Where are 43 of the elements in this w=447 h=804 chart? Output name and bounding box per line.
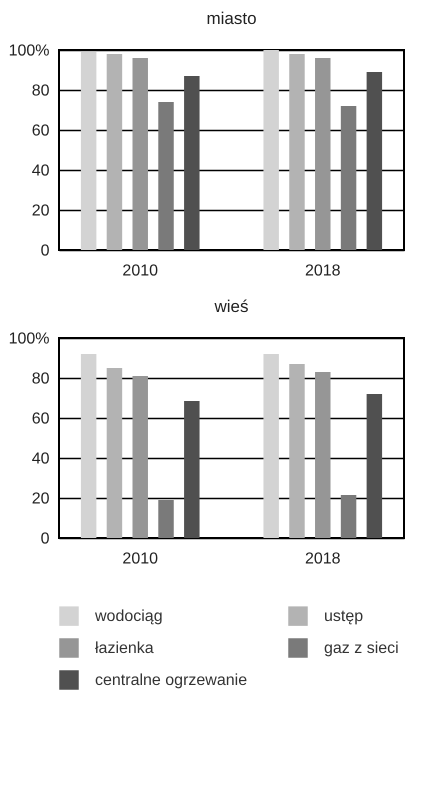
bar xyxy=(132,376,148,538)
legend-label: gaz z sieci xyxy=(324,640,399,657)
bar xyxy=(106,368,122,538)
y-tick-label: 0 xyxy=(40,530,50,548)
bar xyxy=(340,106,356,250)
x-tick-label: 2018 xyxy=(304,262,341,280)
bar xyxy=(158,102,174,250)
bar xyxy=(106,54,122,250)
bar xyxy=(289,54,305,250)
bar xyxy=(80,354,96,538)
chart-title: miasto xyxy=(206,9,257,28)
bar xyxy=(184,76,200,250)
bar xyxy=(340,495,356,538)
bar xyxy=(184,401,200,538)
bar xyxy=(315,58,331,250)
y-tick-label: 20 xyxy=(32,490,50,508)
legend-label: ustęp xyxy=(324,608,364,626)
y-tick-label: 40 xyxy=(32,450,50,468)
bar xyxy=(315,372,331,538)
legend-label: wodociąg xyxy=(94,608,163,626)
bar xyxy=(366,394,382,538)
bar xyxy=(263,354,279,538)
y-tick-label: 80 xyxy=(32,82,50,100)
x-tick-label: 2010 xyxy=(122,550,158,568)
legend-label: łazienka xyxy=(95,640,154,657)
bar xyxy=(263,50,279,250)
bar xyxy=(80,52,96,250)
y-tick-label: 40 xyxy=(32,162,50,180)
y-tick-label: 100% xyxy=(8,330,50,348)
legend-label: centralne ogrzewanie xyxy=(95,672,248,689)
bar xyxy=(366,72,382,250)
x-tick-label: 2010 xyxy=(122,262,158,280)
y-tick-label: 60 xyxy=(32,122,50,140)
bar xyxy=(132,58,148,250)
x-tick-label: 2018 xyxy=(304,550,341,568)
y-tick-label: 100% xyxy=(8,42,50,60)
bar xyxy=(289,364,305,538)
bar xyxy=(158,500,174,538)
y-tick-label: 20 xyxy=(32,202,50,220)
y-tick-label: 60 xyxy=(32,410,50,428)
y-tick-label: 0 xyxy=(40,242,50,260)
y-tick-label: 80 xyxy=(32,370,50,388)
chart-title: wieś xyxy=(213,297,249,316)
